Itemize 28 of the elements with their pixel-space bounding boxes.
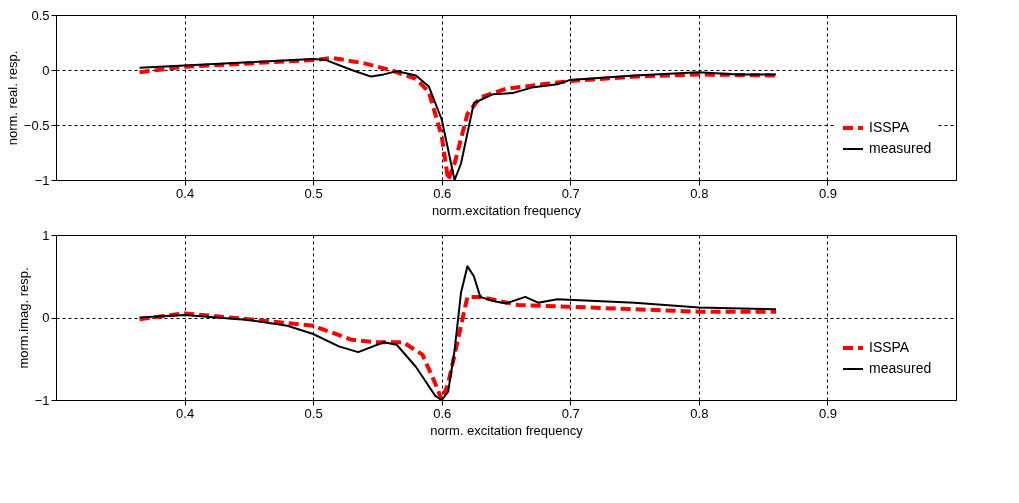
x-tick-label: 0.8 [690,405,709,421]
x-tick-label: 0.9 [818,185,837,201]
x-tick-label: 0.5 [304,405,323,421]
y-axis-title: norm. real. resp. [4,50,20,146]
y-axis-title: morm.imag. resp. [15,267,31,369]
x-tick-label: 0.9 [818,405,837,421]
y-tick-label: −1 [34,392,50,408]
legend-label: ISSPA [869,339,910,355]
x-axis-title: norm. excitation frequency [430,422,584,438]
y-tick-label: −1 [34,172,50,188]
x-axis-title: norm.excitation frequency [432,202,582,218]
x-tick-label: 0.7 [561,185,580,201]
y-tick-label: 0 [42,310,50,325]
y-tick-label: 0 [42,62,50,78]
y-tick-label: 0.5 [31,7,50,23]
legend-label: measured [869,360,932,376]
y-tick-label: 1 [42,227,50,243]
legend-label: measured [869,140,932,156]
x-tick-label: 0.4 [176,405,195,421]
x-tick-label: 0.4 [176,185,195,201]
x-tick-label: 0.6 [433,185,452,201]
x-tick-label: 0.7 [561,405,580,421]
x-tick-label: 0.5 [304,185,323,201]
x-tick-label: 0.6 [433,405,452,421]
legend-label: ISSPA [869,119,910,135]
line-series [137,294,778,400]
y-tick-label: −0.5 [23,117,50,133]
x-tick-label: 0.8 [690,185,709,201]
